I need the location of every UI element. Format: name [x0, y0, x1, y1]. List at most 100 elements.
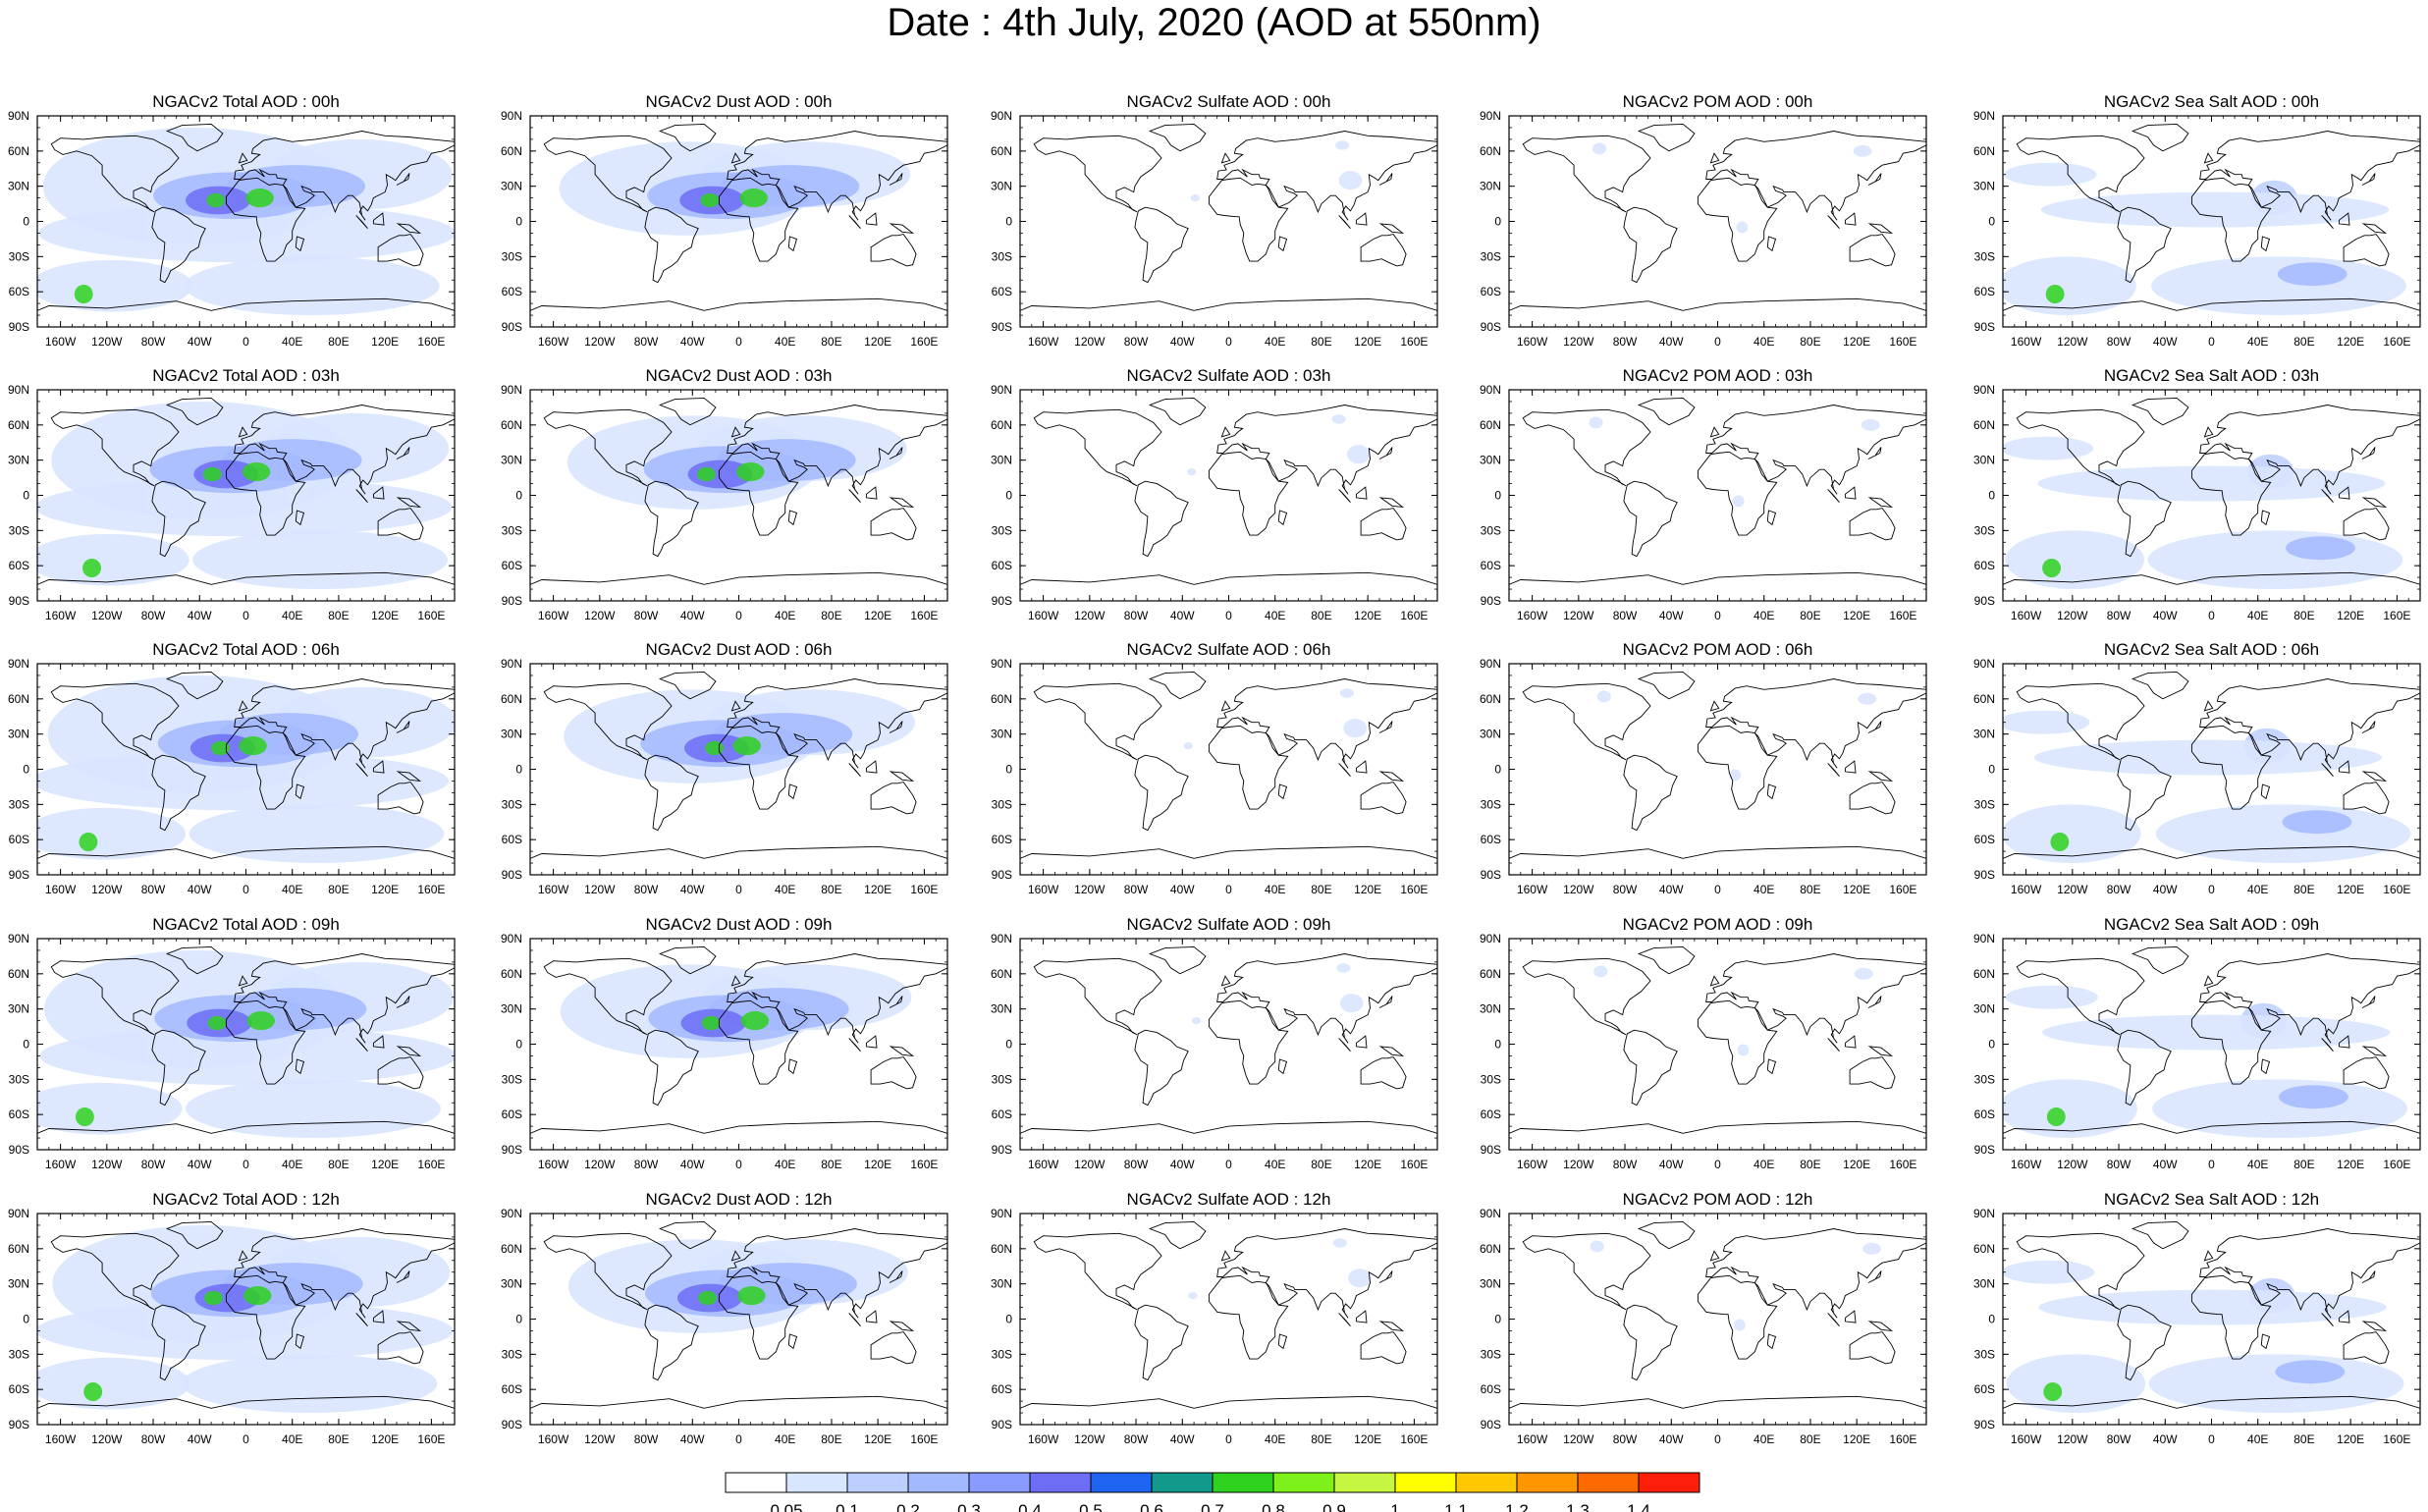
- lat-tick-label: 60S: [502, 1107, 522, 1121]
- map-panel-total-row5: NGACv2 Total AOD : 12h 90N 60N 30N 0 30S 60S 90…: [8, 1190, 456, 1446]
- lon-tick-label: 80W: [1124, 1158, 1149, 1171]
- lon-tick-label: 120E: [371, 1158, 399, 1171]
- aerosol-field: [705, 740, 725, 756]
- lon-tick-label: 40E: [2247, 1158, 2268, 1171]
- lat-tick-label: 60S: [1481, 285, 1501, 298]
- coastline: [1020, 297, 1437, 327]
- aerosol-field: [1348, 1269, 1372, 1288]
- lon-tick-label: 0: [1714, 1432, 1721, 1446]
- coastline: [2343, 508, 2390, 541]
- aerosol-field: [1593, 965, 1608, 978]
- coastline: [1844, 486, 1857, 500]
- coastline: [225, 451, 306, 536]
- coastline: [372, 486, 385, 500]
- lon-tick-label: 120E: [864, 1432, 891, 1446]
- aerosol-field: [736, 462, 765, 482]
- coastline: [165, 397, 224, 426]
- lon-tick-label: 80E: [328, 335, 349, 349]
- map-panel-pom-row4: NGACv2 POM AOD : 09h 90N 60N 30N 0 30S 60S 90S 1…: [1480, 915, 1927, 1171]
- lat-tick-label: 0: [515, 489, 522, 503]
- coastline: [2338, 486, 2350, 500]
- lat-tick-label: 30S: [502, 1347, 522, 1361]
- lon-tick-label: 120E: [1843, 335, 1870, 349]
- lon-tick-label: 80E: [821, 883, 841, 896]
- colorbar-segment: [1151, 1472, 1214, 1493]
- coastline: [1355, 1310, 1368, 1323]
- lon-tick-label: 40W: [1659, 883, 1684, 896]
- panel-title: NGACv2 POM AOD : 03h: [1623, 366, 1813, 385]
- coastline: [2190, 999, 2272, 1085]
- coastline: [2117, 480, 2172, 558]
- lon-tick-label: 160E: [1400, 883, 1428, 896]
- lat-tick-label: 0: [1005, 489, 1012, 503]
- lon-tick-label: 80W: [2107, 1432, 2131, 1446]
- coastline: [2321, 763, 2334, 777]
- coastline: [165, 1220, 224, 1250]
- lon-tick-label: 0: [735, 883, 742, 896]
- aerosol-field: [246, 1011, 276, 1031]
- aerosol-field: [211, 740, 230, 756]
- lat-tick-label: 30N: [991, 728, 1012, 741]
- coastline: [870, 1331, 917, 1365]
- colorbar-label: 1.3: [1566, 1501, 1590, 1512]
- coastline: [2131, 123, 2189, 152]
- colorbar-segment: [1577, 1472, 1640, 1493]
- coastline: [2016, 957, 2145, 1036]
- lon-tick-label: 120E: [2337, 883, 2364, 896]
- lon-tick-label: 40W: [680, 1158, 705, 1171]
- coastline: [1637, 1220, 1696, 1250]
- lat-tick-label: 60N: [501, 1242, 522, 1256]
- coastline: [543, 135, 673, 213]
- lon-tick-label: 120E: [1843, 883, 1870, 896]
- panel-title: NGACv2 Total AOD : 00h: [152, 92, 340, 111]
- coastline: [1033, 408, 1162, 487]
- coastline: [1849, 1056, 1896, 1090]
- colorbar-label: 0.2: [896, 1501, 920, 1512]
- lat-tick-label: 90S: [1481, 1143, 1501, 1157]
- coastline: [2131, 945, 2189, 975]
- coastline: [2203, 975, 2214, 987]
- coastline: [372, 760, 385, 774]
- coastline: [2338, 760, 2350, 774]
- lon-tick-label: 40E: [775, 1158, 795, 1171]
- coastline: [730, 1250, 741, 1262]
- map-panel-total-row3: NGACv2 Total AOD : 06h 90N 60N 30N 0 30S 60S 90…: [8, 640, 456, 896]
- coastline: [2361, 771, 2388, 783]
- aerosol-field: [2003, 1260, 2095, 1284]
- lon-tick-label: 120W: [584, 1158, 616, 1171]
- lat-tick-label: 90S: [1481, 868, 1501, 882]
- map-panel-sulfate-row2: NGACv2 Sulfate AOD : 03h 90N 60N 30N 0 30S 60S…: [991, 366, 1438, 622]
- lat-tick-label: 60S: [1974, 559, 1995, 572]
- lat-tick-label: 30N: [1480, 180, 1501, 193]
- colorbar-segment: [846, 1472, 909, 1493]
- lon-tick-label: 40W: [188, 1158, 212, 1171]
- coastline: [396, 497, 422, 509]
- coastline: [37, 297, 455, 327]
- coastline: [1522, 1232, 1651, 1311]
- lon-tick-label: 120W: [584, 335, 616, 349]
- map-panel-total-row1: NGACv2 Total AOD : 00h 90N 60N 30N 0 30S 60S 90…: [8, 92, 456, 349]
- coastline: [1277, 236, 1288, 252]
- lat-tick-label: 90S: [992, 1143, 1012, 1157]
- lon-tick-label: 80E: [821, 609, 841, 622]
- map-panel-sulfate-row4: NGACv2 Sulfate AOD : 09h 90N 60N 30N 0 30S 60S…: [991, 915, 1438, 1171]
- map-panel-pom-row3: NGACv2 POM AOD : 06h 90N 60N 30N 0 30S 60S 90S 1…: [1480, 640, 1927, 896]
- lon-tick-label: 80E: [1800, 883, 1820, 896]
- coastline: [50, 682, 180, 761]
- coastline: [1148, 397, 1207, 426]
- lon-tick-label: 160E: [417, 1432, 445, 1446]
- aerosol-field: [75, 1107, 94, 1127]
- aerosol-field: [1190, 194, 1200, 202]
- lon-tick-label: 0: [2208, 1158, 2215, 1171]
- lon-tick-label: 160E: [1400, 609, 1428, 622]
- coastline: [1827, 215, 1840, 229]
- lat-tick-label: 90S: [502, 320, 522, 334]
- coastline: [644, 754, 699, 832]
- lon-tick-label: 40W: [1170, 335, 1195, 349]
- lat-tick-label: 30N: [8, 1277, 29, 1291]
- coastline: [1705, 131, 1926, 221]
- lat-tick-label: 60S: [1481, 559, 1501, 572]
- coastline: [2131, 397, 2189, 426]
- lon-tick-label: 0: [735, 1432, 742, 1446]
- coastline: [1705, 405, 1926, 495]
